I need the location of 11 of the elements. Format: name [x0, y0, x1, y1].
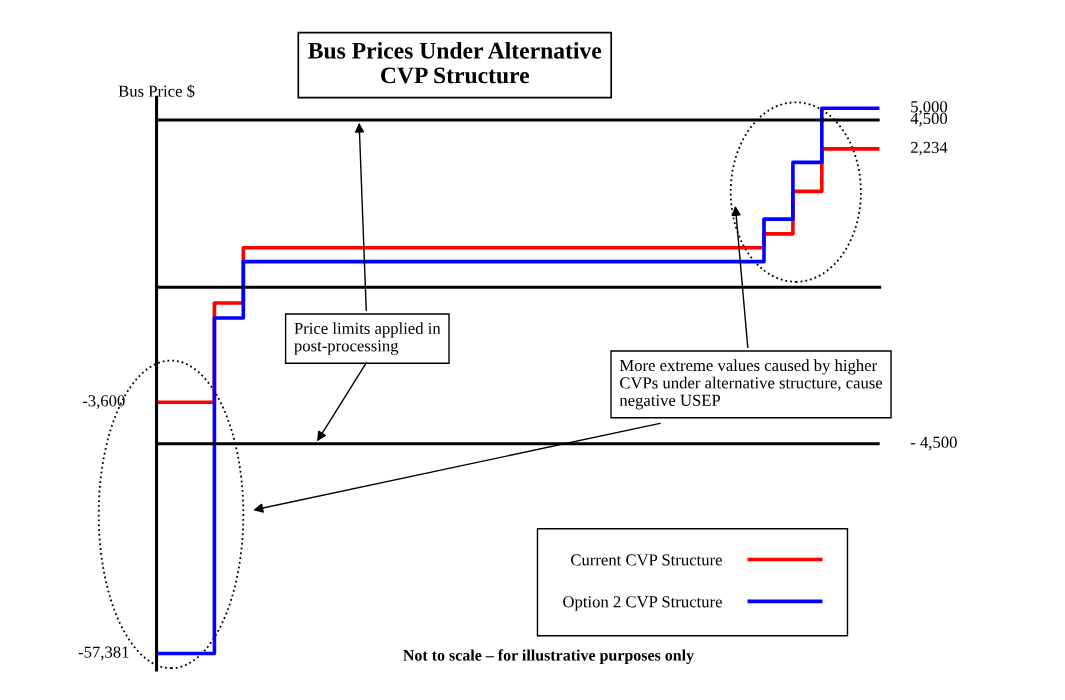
chart-title: Bus Prices Under Alternative CVP Structure	[308, 42, 602, 84]
legend-label: Option 2 CVP Structure	[563, 596, 722, 611]
annotation: Not to scale – for illustrative purposes only	[403, 649, 694, 664]
text: -3,600	[82, 395, 125, 409]
legend-label: Current CVP Structure	[571, 554, 722, 566]
annotation: More extreme values caused by higher CVPs under alternative structure, cause negative USEP	[619, 359, 883, 410]
text: - 4,500	[910, 436, 957, 451]
y-axis-title: Bus Price $	[118, 84, 195, 98]
text: 2,234	[910, 141, 948, 156]
text: -57,381	[78, 646, 129, 661]
annotation: Price limits applied in post-processing	[294, 322, 441, 355]
